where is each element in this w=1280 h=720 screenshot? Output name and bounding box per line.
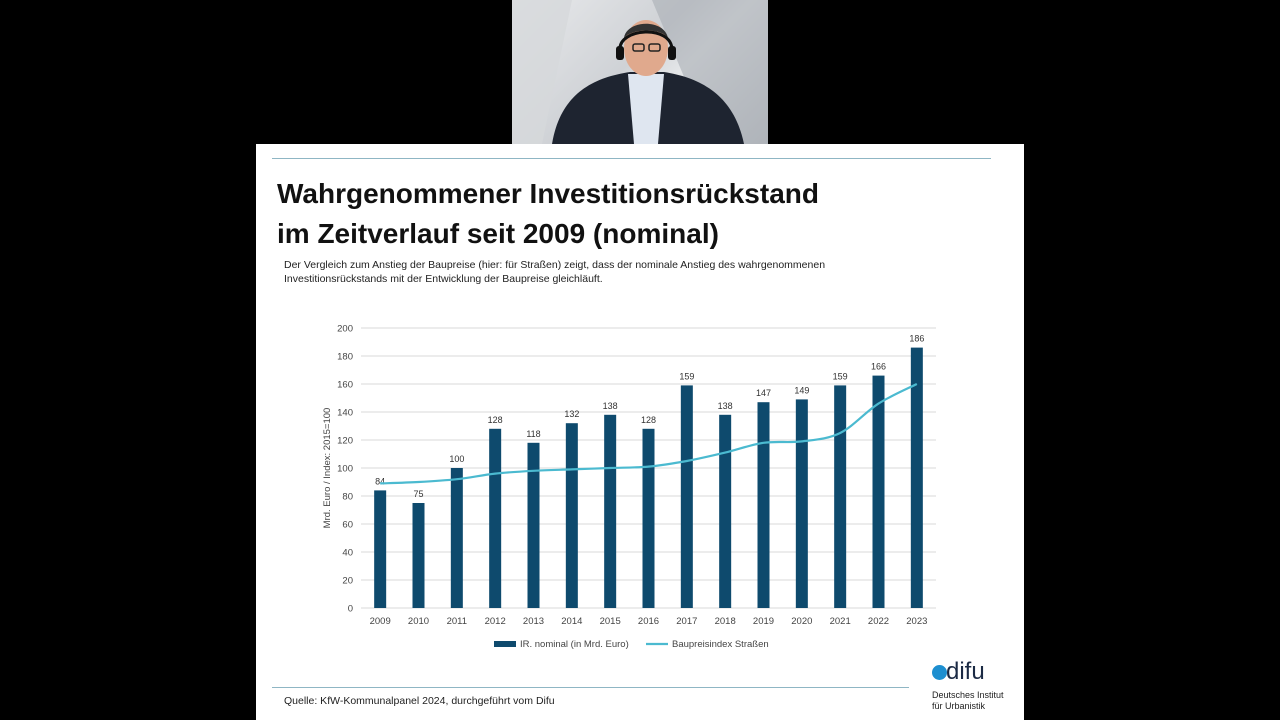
y-tick-label: 180 [337,352,353,363]
bar [565,423,578,608]
bar [834,385,847,608]
bar-data-label: 75 [413,489,423,499]
slide-title-line-1: Wahrgenommener Investitionsrückstand [277,178,819,209]
x-tick-label: 2019 [753,616,774,627]
x-tick-label: 2016 [638,616,659,627]
x-tick-label: 2020 [791,616,812,627]
presentation-slide: Wahrgenommener Investitionsrückstand im … [256,144,1024,720]
bottom-divider [272,687,909,688]
y-tick-label: 0 [348,604,353,615]
bar [795,399,808,608]
bar [642,428,655,608]
bar-data-label: 159 [679,371,694,381]
y-tick-label: 200 [337,324,353,335]
legend-label-bars: IR. nominal (in Mrd. Euro) [520,639,629,650]
logo-text-line-1: Deutsches Institut [932,690,1004,700]
logo-wordmark: difu [946,658,985,685]
slide-subtitle-line-1: Der Vergleich zum Anstieg der Baupreise … [284,259,826,271]
y-tick-label: 80 [342,492,353,503]
bar [910,347,923,608]
logo-text-line-2: für Urbanistik [932,701,986,711]
x-tick-label: 2015 [600,616,621,627]
bar-data-label: 166 [871,362,886,372]
bar-data-label: 132 [564,409,579,419]
slide-title-line-2: im Zeitverlauf seit 2009 (nominal) [277,218,719,249]
bar [719,414,732,608]
bar [412,503,425,608]
x-tick-label: 2012 [485,616,506,627]
y-tick-label: 60 [342,520,353,531]
investment-backlog-chart: 0 20 40 60 80 100 120 140 160 180 200 Mrd. Euro / I… [322,324,936,650]
bar [680,385,693,608]
y-tick-label: 140 [337,408,353,419]
x-tick-label: 2021 [830,616,851,627]
bar-data-label: 159 [833,371,848,381]
x-tick-label: 2022 [868,616,889,627]
bar [604,414,617,608]
bar [489,428,502,608]
top-divider [272,158,991,159]
y-tick-label: 120 [337,436,353,447]
bar-data-label: 138 [718,401,733,411]
y-tick-label: 100 [337,464,353,475]
bar [872,375,885,608]
x-tick-label: 2023 [906,616,927,627]
y-tick-label: 160 [337,380,353,391]
legend-swatch-bars [494,641,516,647]
bar-data-label: 149 [794,385,809,395]
bar-data-label: 186 [909,334,924,344]
y-axis-label: Mrd. Euro / Index: 2015=100 [322,408,333,529]
source-note: Quelle: KfW-Kommunalpanel 2024, durchgef… [284,695,555,707]
slide-subtitle-line-2: Investitionsrückstands mit der Entwicklu… [284,273,603,285]
bar-data-label: 128 [641,415,656,425]
bar [527,442,540,608]
slide-subtitle: Der Vergleich zum Anstieg der Baupreise … [284,258,924,286]
x-tick-label: 2018 [715,616,736,627]
bar-data-label: 118 [526,429,540,439]
bar-data-label: 138 [603,401,618,411]
x-tick-label: 2014 [561,616,582,627]
bar-data-label: 128 [488,415,503,425]
bar-data-label: 84 [375,476,385,486]
difu-logo: difu Deutsches Institut für Urbanistik [932,658,1022,720]
bar [757,402,770,608]
y-tick-label: 40 [342,548,353,559]
bar [450,468,463,608]
y-tick-label: 20 [342,576,353,587]
bar-data-label: 147 [756,388,771,398]
x-tick-label: 2011 [447,616,467,627]
slide-title: Wahrgenommener Investitionsrückstand im … [277,174,977,254]
bar [374,490,387,608]
x-tick-label: 2010 [408,616,429,627]
logo-dot-icon [932,665,947,680]
participant-video[interactable] [512,0,768,144]
x-tick-label: 2009 [370,616,391,627]
bar-data-label: 100 [449,454,464,464]
x-tick-label: 2013 [523,616,544,627]
x-tick-label: 2017 [676,616,697,627]
legend-label-line: Baupreisindex Straßen [672,639,769,650]
presenter-image [512,0,768,144]
